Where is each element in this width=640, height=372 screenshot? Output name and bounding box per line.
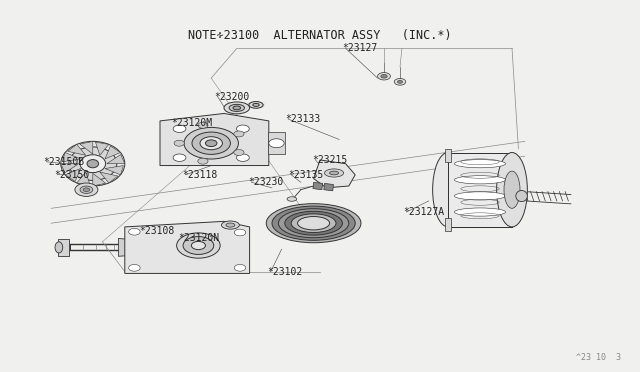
Text: *23118: *23118: [182, 170, 218, 180]
Circle shape: [236, 125, 249, 132]
Ellipse shape: [87, 160, 99, 168]
Ellipse shape: [287, 197, 297, 201]
Text: *23127A: *23127A: [403, 207, 444, 217]
Polygon shape: [107, 154, 125, 164]
Circle shape: [173, 154, 186, 161]
Ellipse shape: [205, 140, 217, 147]
Ellipse shape: [497, 153, 527, 227]
Polygon shape: [105, 146, 120, 159]
Ellipse shape: [224, 102, 250, 114]
Polygon shape: [100, 172, 118, 183]
Circle shape: [173, 125, 186, 132]
Polygon shape: [68, 144, 86, 155]
Polygon shape: [77, 172, 90, 185]
Text: NOTE∻23100  ALTERNATOR ASSY   (INC.*): NOTE∻23100 ALTERNATOR ASSY (INC.*): [188, 29, 452, 42]
Circle shape: [269, 139, 284, 148]
Polygon shape: [61, 164, 79, 173]
Ellipse shape: [198, 122, 208, 128]
Ellipse shape: [298, 217, 330, 230]
Polygon shape: [268, 132, 285, 154]
Ellipse shape: [80, 155, 106, 173]
Ellipse shape: [198, 158, 208, 164]
Ellipse shape: [174, 140, 184, 146]
Text: *23200: *23200: [214, 92, 250, 102]
Ellipse shape: [221, 221, 239, 229]
Text: *23135: *23135: [288, 170, 323, 180]
Ellipse shape: [234, 150, 244, 155]
Polygon shape: [160, 113, 269, 166]
Circle shape: [381, 74, 387, 78]
Polygon shape: [313, 182, 323, 190]
Ellipse shape: [504, 171, 520, 208]
Ellipse shape: [516, 190, 527, 202]
Ellipse shape: [454, 160, 506, 168]
Ellipse shape: [191, 241, 205, 250]
Text: *23150B: *23150B: [44, 157, 84, 167]
Polygon shape: [118, 238, 160, 256]
Circle shape: [234, 264, 246, 271]
Ellipse shape: [200, 137, 223, 150]
Ellipse shape: [324, 169, 344, 177]
Ellipse shape: [330, 171, 339, 175]
Polygon shape: [445, 149, 451, 162]
Circle shape: [236, 154, 249, 161]
Ellipse shape: [291, 214, 336, 232]
Circle shape: [83, 188, 90, 192]
Ellipse shape: [433, 153, 463, 227]
Ellipse shape: [285, 211, 342, 235]
Ellipse shape: [184, 127, 239, 159]
Ellipse shape: [249, 102, 263, 108]
Ellipse shape: [61, 141, 125, 186]
Circle shape: [129, 228, 140, 235]
Circle shape: [378, 73, 390, 80]
Ellipse shape: [177, 233, 220, 258]
Ellipse shape: [69, 147, 117, 180]
Polygon shape: [93, 173, 106, 186]
Ellipse shape: [454, 176, 506, 184]
Ellipse shape: [229, 104, 244, 111]
Circle shape: [129, 264, 140, 271]
Polygon shape: [314, 160, 355, 188]
Circle shape: [397, 80, 403, 83]
Polygon shape: [125, 221, 250, 273]
Circle shape: [75, 183, 98, 196]
Polygon shape: [80, 141, 93, 154]
Ellipse shape: [192, 132, 230, 154]
Ellipse shape: [226, 223, 235, 227]
Ellipse shape: [183, 237, 214, 254]
Polygon shape: [65, 169, 81, 182]
Text: *23120N: *23120N: [178, 233, 219, 243]
Polygon shape: [62, 153, 81, 162]
Circle shape: [234, 229, 246, 236]
Text: *23215: *23215: [312, 155, 348, 165]
Polygon shape: [445, 218, 451, 231]
Ellipse shape: [266, 203, 361, 243]
Circle shape: [394, 78, 406, 85]
Ellipse shape: [253, 103, 259, 106]
Text: *23120M: *23120M: [172, 118, 212, 128]
Circle shape: [80, 186, 93, 193]
Ellipse shape: [454, 208, 506, 216]
Ellipse shape: [233, 106, 241, 110]
Text: *23230: *23230: [248, 177, 284, 187]
Polygon shape: [324, 183, 333, 191]
Text: *23102: *23102: [268, 267, 303, 276]
Ellipse shape: [272, 206, 355, 240]
Text: *23127: *23127: [342, 44, 378, 53]
Polygon shape: [105, 166, 124, 175]
Text: *23108: *23108: [140, 226, 175, 235]
Text: *23150: *23150: [54, 170, 90, 180]
Polygon shape: [448, 153, 512, 227]
Ellipse shape: [234, 131, 244, 137]
Text: ^23 10  3: ^23 10 3: [576, 353, 621, 362]
Polygon shape: [95, 142, 109, 155]
Ellipse shape: [454, 192, 506, 200]
Ellipse shape: [55, 242, 63, 253]
Ellipse shape: [278, 209, 349, 238]
Text: *23133: *23133: [285, 114, 320, 124]
Polygon shape: [58, 239, 69, 256]
